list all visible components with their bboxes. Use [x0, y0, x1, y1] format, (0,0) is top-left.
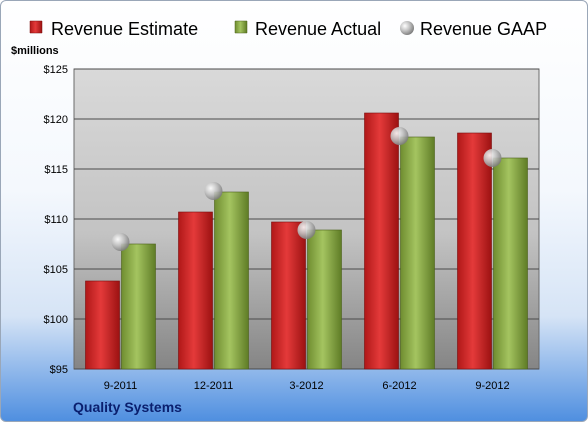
- y-tick-label: $95: [50, 364, 68, 376]
- legend-actual-label: Revenue Actual: [255, 19, 381, 39]
- gaap-marker: [111, 233, 130, 251]
- estimate-bar: [364, 112, 399, 370]
- gaap-marker: [297, 221, 316, 239]
- estimate-bar: [178, 211, 213, 370]
- bars: [85, 112, 528, 370]
- legend-gaap-label: Revenue GAAP: [420, 19, 547, 39]
- x-tick-label: 9-2012: [475, 380, 509, 392]
- gaap-marker: [204, 182, 223, 200]
- x-tick-label: 9-2011: [104, 380, 137, 392]
- actual-bar: [400, 136, 435, 370]
- y-tick-label: $120: [44, 114, 68, 126]
- estimate-bar: [271, 221, 306, 370]
- legend-actual-swatch: [234, 20, 248, 34]
- company-name: Quality Systems: [73, 399, 182, 415]
- y-tick-label: $115: [44, 164, 68, 176]
- y-axis-unit-label: $millions: [11, 45, 59, 57]
- actual-bar: [493, 157, 528, 370]
- actual-bar: [121, 243, 156, 370]
- legend-gaap-marker: [400, 21, 414, 35]
- y-axis-ticks: $95 $100 $105 $110 $115 $120 $125: [44, 64, 68, 376]
- x-axis-ticks: 9-2011 12-2011 3-2012 6-2012 9-2012: [104, 380, 510, 392]
- x-tick-label: 12-2011: [194, 380, 234, 392]
- y-tick-label: $105: [44, 264, 68, 276]
- estimate-bar: [85, 280, 120, 370]
- actual-bar: [214, 191, 249, 370]
- legend-estimate-label: Revenue Estimate: [51, 19, 198, 39]
- legend: Revenue Estimate Revenue Actual Revenue …: [29, 19, 547, 39]
- legend-estimate-swatch: [29, 20, 43, 34]
- y-tick-label: $100: [44, 314, 68, 326]
- gaap-markers: [111, 127, 502, 251]
- gaap-marker: [390, 127, 409, 145]
- y-tick-label: $110: [44, 214, 68, 226]
- estimate-bar: [457, 132, 492, 370]
- x-tick-label: 3-2012: [289, 380, 323, 392]
- gaap-marker: [483, 149, 502, 167]
- y-tick-label: $125: [44, 64, 68, 76]
- x-tick-label: 6-2012: [382, 380, 416, 392]
- actual-bar: [307, 229, 342, 370]
